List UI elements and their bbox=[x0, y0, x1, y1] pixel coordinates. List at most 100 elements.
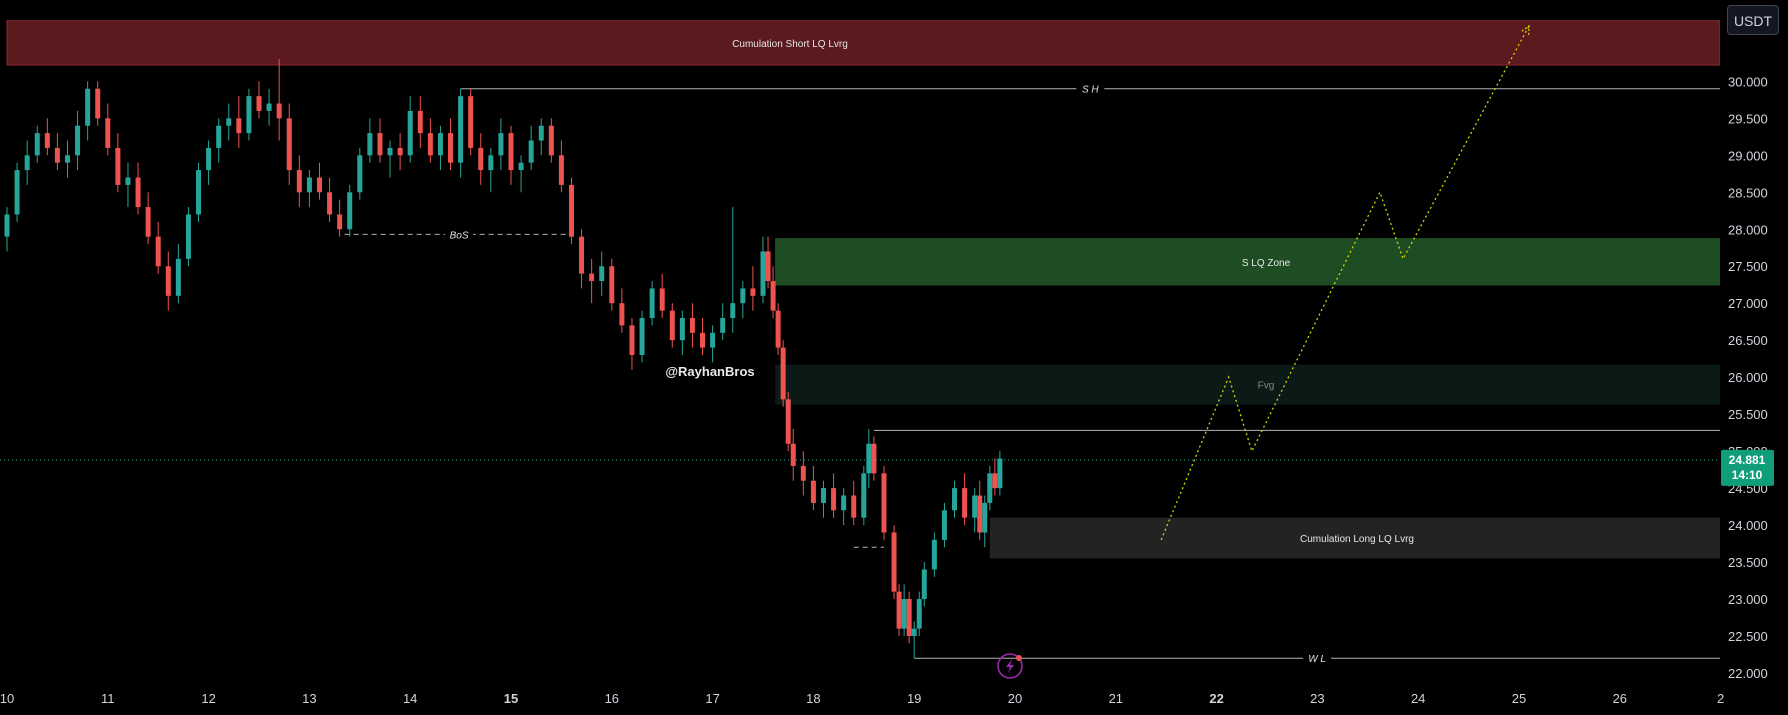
candle bbox=[266, 88, 272, 126]
candle bbox=[105, 103, 111, 156]
price-tick-label: 27.500 bbox=[1728, 259, 1768, 274]
candle bbox=[770, 266, 776, 319]
candle-body bbox=[256, 96, 262, 111]
candle-body bbox=[488, 155, 494, 171]
zone-label-cumulation-short-lq-lvrg: Cumulation Short LQ Lvrg bbox=[732, 39, 848, 50]
candle bbox=[417, 96, 423, 148]
candle-body bbox=[760, 251, 766, 296]
candle bbox=[145, 192, 151, 245]
candle bbox=[972, 488, 978, 533]
candle bbox=[518, 155, 524, 193]
candle-body bbox=[901, 599, 907, 629]
candle bbox=[216, 118, 222, 163]
candle bbox=[407, 96, 413, 163]
price-axis[interactable]: 22.00022.50023.00023.50024.00024.50025.0… bbox=[1720, 0, 1788, 715]
candle bbox=[548, 118, 554, 163]
time-tick-label: 19 bbox=[907, 691, 921, 706]
candle-body bbox=[64, 155, 70, 163]
candle-body bbox=[861, 473, 867, 518]
candle-body bbox=[579, 236, 585, 274]
candle-body bbox=[337, 214, 343, 230]
candle-body bbox=[478, 147, 484, 171]
candle-body bbox=[831, 488, 837, 511]
time-tick-label: 23 bbox=[1310, 691, 1324, 706]
price-tag-value: 24.881 bbox=[1729, 453, 1766, 467]
candle-body bbox=[659, 288, 665, 311]
candle bbox=[367, 118, 373, 163]
candle-body bbox=[196, 170, 202, 215]
time-tick-label: 11 bbox=[101, 691, 115, 706]
lightning-icon[interactable] bbox=[997, 653, 1023, 679]
candle-body bbox=[568, 184, 574, 237]
candle bbox=[881, 465, 887, 540]
zone-s-lq-zone bbox=[775, 238, 1720, 286]
candle bbox=[44, 118, 50, 156]
candle bbox=[851, 480, 857, 526]
candle-body bbox=[448, 133, 454, 163]
candle-body bbox=[911, 628, 917, 637]
candle-body bbox=[700, 332, 706, 348]
candle bbox=[558, 140, 564, 193]
candle bbox=[206, 140, 212, 185]
price-tag-box bbox=[1721, 449, 1774, 486]
candle bbox=[775, 303, 781, 355]
candle-body bbox=[820, 488, 826, 503]
candle-body bbox=[185, 214, 191, 259]
candle bbox=[609, 258, 615, 311]
candle bbox=[710, 325, 716, 363]
candle-body bbox=[437, 133, 443, 156]
candle-body bbox=[921, 569, 927, 600]
price-tick-label: 28.500 bbox=[1728, 185, 1768, 200]
candle-body bbox=[24, 155, 30, 171]
candle bbox=[941, 502, 947, 548]
candle bbox=[448, 118, 454, 171]
candle-body bbox=[347, 192, 353, 230]
candle bbox=[276, 59, 282, 141]
candle-body bbox=[941, 510, 947, 540]
candle-body bbox=[881, 473, 887, 533]
candle bbox=[997, 451, 1003, 496]
candle bbox=[730, 207, 736, 333]
price-tick-label: 29.500 bbox=[1728, 111, 1768, 126]
time-tick-label: 20 bbox=[1008, 691, 1022, 706]
candle bbox=[165, 251, 171, 311]
time-tick-label: 12 bbox=[201, 691, 215, 706]
candle bbox=[528, 125, 534, 171]
candle-body bbox=[609, 266, 615, 304]
zone-cumulation-short-lq-lvrg bbox=[6, 20, 1721, 66]
candle bbox=[85, 81, 91, 141]
time-tick-label: 16 bbox=[605, 691, 619, 706]
level-label-s-h: S H bbox=[1082, 85, 1099, 96]
candle-body bbox=[916, 599, 922, 629]
candle-body bbox=[105, 118, 111, 148]
candle-body bbox=[780, 347, 786, 400]
currency-button[interactable]: USDT bbox=[1727, 5, 1779, 35]
time-tick-label: 15 bbox=[504, 691, 518, 706]
candle-body bbox=[145, 207, 151, 237]
candle bbox=[629, 318, 635, 370]
candle-body bbox=[770, 281, 776, 311]
candle-body bbox=[800, 465, 806, 481]
candle bbox=[226, 103, 232, 141]
candle bbox=[790, 428, 796, 481]
candle bbox=[115, 133, 121, 193]
time-axis[interactable]: 10 11 12 13 14 15 16 17 18 19 20 21 22 23 24 25 26 2 bbox=[0, 691, 1724, 706]
candle-body bbox=[669, 310, 675, 341]
time-tick-label: 13 bbox=[302, 691, 316, 706]
candle bbox=[689, 303, 695, 348]
candle bbox=[538, 118, 544, 156]
candle-body bbox=[407, 110, 413, 156]
candle bbox=[488, 147, 494, 193]
time-tick-label: 22 bbox=[1209, 691, 1223, 706]
price-tick-label: 26.000 bbox=[1728, 370, 1768, 385]
candle-body bbox=[34, 133, 40, 156]
candle bbox=[987, 465, 993, 511]
candle bbox=[54, 133, 60, 171]
candle-body bbox=[906, 599, 912, 637]
candle bbox=[740, 281, 746, 319]
candle-body bbox=[750, 288, 756, 296]
candle bbox=[387, 140, 393, 178]
candle bbox=[579, 229, 585, 289]
time-tick-label: 24 bbox=[1411, 691, 1425, 706]
